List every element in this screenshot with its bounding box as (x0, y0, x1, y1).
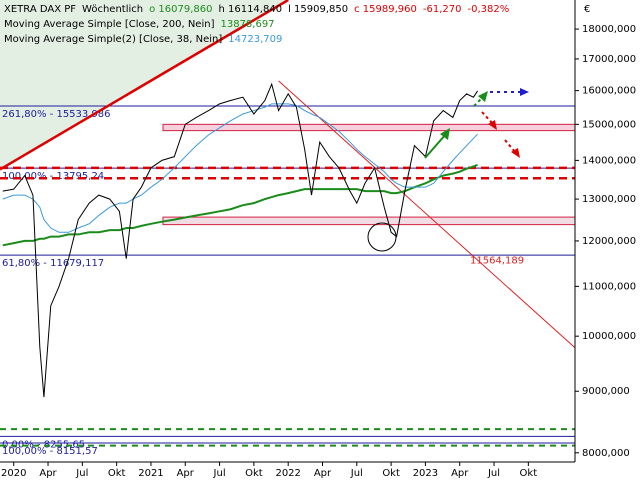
arrowhead (440, 128, 450, 140)
high: h 16114,840 (218, 4, 283, 15)
open: o 16079,860 (149, 4, 213, 15)
y-tick-label: 12000,000 (582, 236, 636, 247)
legend-value: 14723,709 (228, 34, 283, 45)
x-tick-label: 2023 (413, 468, 438, 479)
interval: Wöchentlich (82, 4, 144, 15)
price-label: 11564,189 (470, 255, 524, 266)
symbol: XETRA DAX PF (4, 4, 77, 15)
arrowhead (488, 120, 497, 130)
currency: € (584, 4, 590, 15)
x-tick-label: Jul (213, 468, 226, 479)
x-tick-label: Apr (314, 468, 332, 479)
y-tick-label: 17000,000 (582, 54, 636, 65)
x-tick-label: Jul (350, 468, 363, 479)
x-tick-label: Apr (39, 468, 57, 479)
y-tick-label: 16000,000 (582, 86, 636, 97)
arrowhead (478, 91, 488, 102)
x-tick-label: Okt (382, 468, 400, 479)
arrow (504, 139, 516, 153)
arrow (473, 95, 485, 107)
y-tick-label: 8000,000 (582, 448, 630, 459)
arrow (481, 111, 494, 125)
legend-value: 13878,697 (220, 19, 275, 30)
y-tick-label: 9000,000 (582, 386, 630, 397)
x-tick-label: Apr (451, 468, 469, 479)
x-tick-label: Jul (487, 468, 500, 479)
series-line (2, 82, 478, 398)
y-tick-label: 18000,000 (582, 24, 636, 35)
change: -61,270 (422, 4, 462, 15)
legend-label: Moving Average Simple [Close, 200, Nein] (4, 19, 215, 30)
x-tick-label: 2022 (275, 468, 300, 479)
arrow (424, 133, 447, 159)
x-tick-label: 2021 (138, 468, 163, 479)
level-label: 100,00% - 13795,24 (2, 171, 104, 182)
level-label: 261,80% - 15533,986 (2, 109, 111, 120)
close: c 15989,960 (354, 4, 417, 15)
header: XETRA DAX PF Wöchentlich o 16079,860 h 1… (4, 2, 509, 47)
arrowhead (520, 88, 529, 96)
x-tick-label: Jul (75, 468, 88, 479)
low: l 15909,850 (288, 4, 349, 15)
x-tick-label: Okt (108, 468, 126, 479)
arrows (424, 88, 529, 159)
y-tick-label: 13000,000 (582, 194, 636, 205)
x-tick-label: Okt (245, 468, 263, 479)
x-tick-label: Apr (177, 468, 195, 479)
level-label: 61,80% - 11679,117 (2, 258, 104, 269)
zone (162, 123, 576, 132)
circle-marker (367, 222, 397, 252)
y-tick-label: 11000,000 (582, 281, 636, 292)
x-tick-label: 2020 (1, 468, 26, 479)
trendline (0, 0, 289, 171)
y-tick-label: 10000,000 (582, 331, 636, 342)
level-label: 0,00% - 8255,65 (2, 439, 85, 450)
series-line (2, 103, 478, 233)
level-label: 100,00% - 8151,57 (2, 446, 98, 457)
y-tick-label: 15000,000 (582, 119, 636, 130)
change-pct: -0,382% (467, 4, 510, 15)
series-line (2, 163, 478, 247)
legend-label: Moving Average Simple(2) [Close, 38, Nei… (4, 34, 223, 45)
zone (162, 216, 576, 226)
x-tick-label: Okt (520, 468, 538, 479)
y-tick-label: 14000,000 (582, 155, 636, 166)
trendline (278, 80, 576, 349)
arrowhead (511, 148, 520, 158)
